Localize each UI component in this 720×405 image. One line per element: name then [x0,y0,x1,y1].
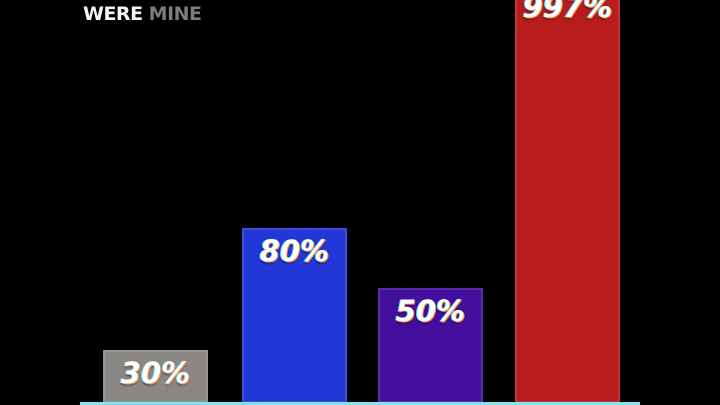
title-word-mine: MINE [148,3,202,25]
bar-value-label: 30% [120,355,191,390]
x-axis-baseline [80,402,640,405]
bar-value-label: 997% [522,0,613,24]
bar-3: 50% [378,288,483,403]
bar-value-label: 50% [395,294,466,328]
title-word-were: WERE [83,3,143,25]
chart-title: WERE MINE [83,3,202,25]
bar-2: 80% [242,227,347,403]
bar-4: 997% [515,0,620,403]
bar-value-label: 80% [259,233,330,268]
bar-1: 30% [103,349,208,403]
